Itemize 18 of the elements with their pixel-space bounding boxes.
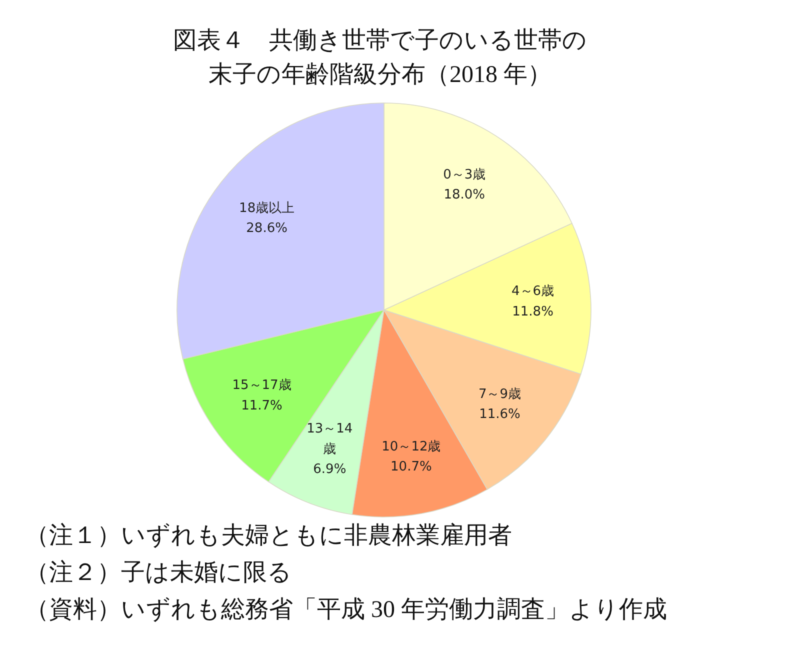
data-label: 11.6% <box>479 406 520 422</box>
slice-label: 7～9歳 <box>478 386 521 402</box>
data-label: 11.7% <box>241 398 282 413</box>
data-label: 11.8% <box>512 304 554 319</box>
slice-label: 18歳以上 <box>239 200 295 216</box>
slice-label: 0～3歳 <box>443 166 486 182</box>
data-label: 10.7% <box>390 459 432 474</box>
slice-label: 10～12歳 <box>382 439 441 454</box>
chart-title: 図表４ 共働き世帯で子のいる世帯の末子の年齢階級分布（2018 年） <box>173 28 587 88</box>
slice-label: 13～14歳 <box>306 421 353 456</box>
data-label: 28.6% <box>246 220 288 236</box>
text: （資料）いずれも総務省「平成 30 年労働力調査」より作成 <box>25 596 667 623</box>
slice-label: 4～6歳 <box>512 284 554 299</box>
text: （注１）いずれも夫婦ともに非農林業雇用者 <box>25 522 512 549</box>
data-label: 6.9% <box>313 461 346 476</box>
slice-label: 15～17歳 <box>232 378 292 393</box>
data-label: 18.0% <box>444 187 486 202</box>
text: （注２）子は未婚に限る <box>25 559 292 586</box>
